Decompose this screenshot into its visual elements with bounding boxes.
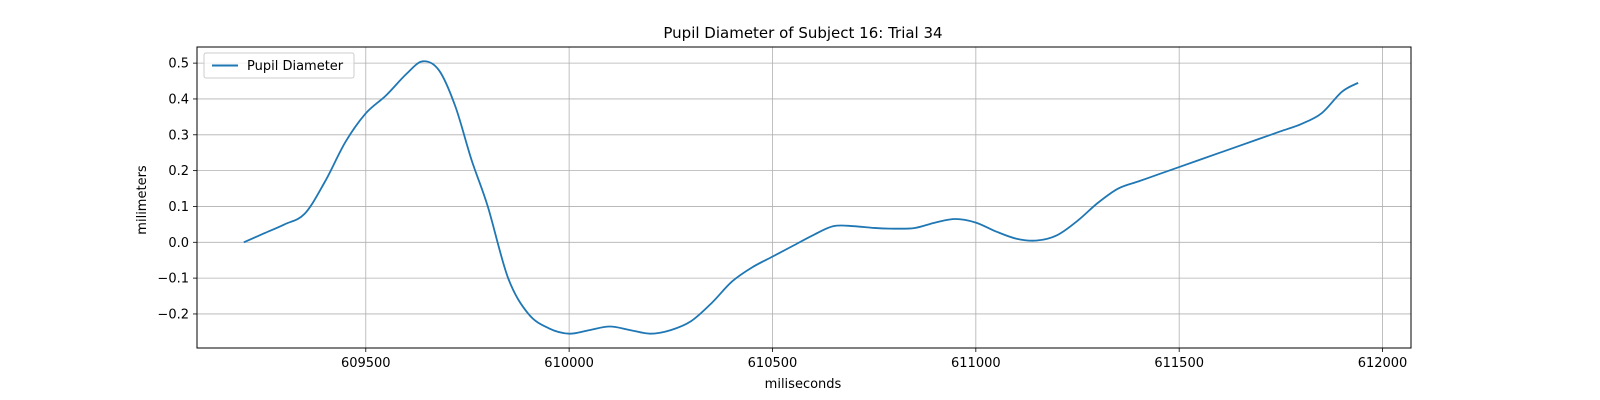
x-tick-label: 610000 [544, 356, 594, 371]
y-tick-label: 0.3 [168, 128, 189, 143]
series-layer [243, 60, 1359, 335]
y-tick-label: 0.1 [168, 200, 189, 215]
x-tick-label: 611000 [951, 356, 1001, 371]
y-tick-label: 0.5 [168, 57, 189, 72]
legend-box [203, 52, 355, 79]
x-tick-label: 610500 [748, 356, 798, 371]
y-axis-label: milimeters [135, 165, 150, 235]
plot-frame [196, 46, 1412, 349]
y-tick-label: 0.0 [168, 236, 189, 251]
chart-title: Pupil Diameter of Subject 16: Trial 34 [663, 24, 942, 42]
grid [197, 47, 1411, 348]
x-tick-label: 611500 [1154, 356, 1204, 371]
y-tick-label: 0.4 [168, 92, 189, 107]
y-tick-label: −0.1 [157, 272, 189, 287]
legend-entry-pupil-diameter: Pupil Diameter [247, 59, 344, 74]
x-axis-label: miliseconds [765, 377, 842, 392]
y-tick-label: −0.2 [157, 307, 189, 322]
y-tick-label: 0.2 [168, 164, 189, 179]
ticks: 609500 610000 610500 611000 611500 612000 −0.2… [157, 57, 1407, 371]
x-tick-label: 612000 [1358, 356, 1408, 371]
x-tick-label: 609500 [341, 356, 391, 371]
legend: Pupil Diameter [203, 52, 355, 79]
series-line-pupil-diameter [243, 60, 1359, 335]
